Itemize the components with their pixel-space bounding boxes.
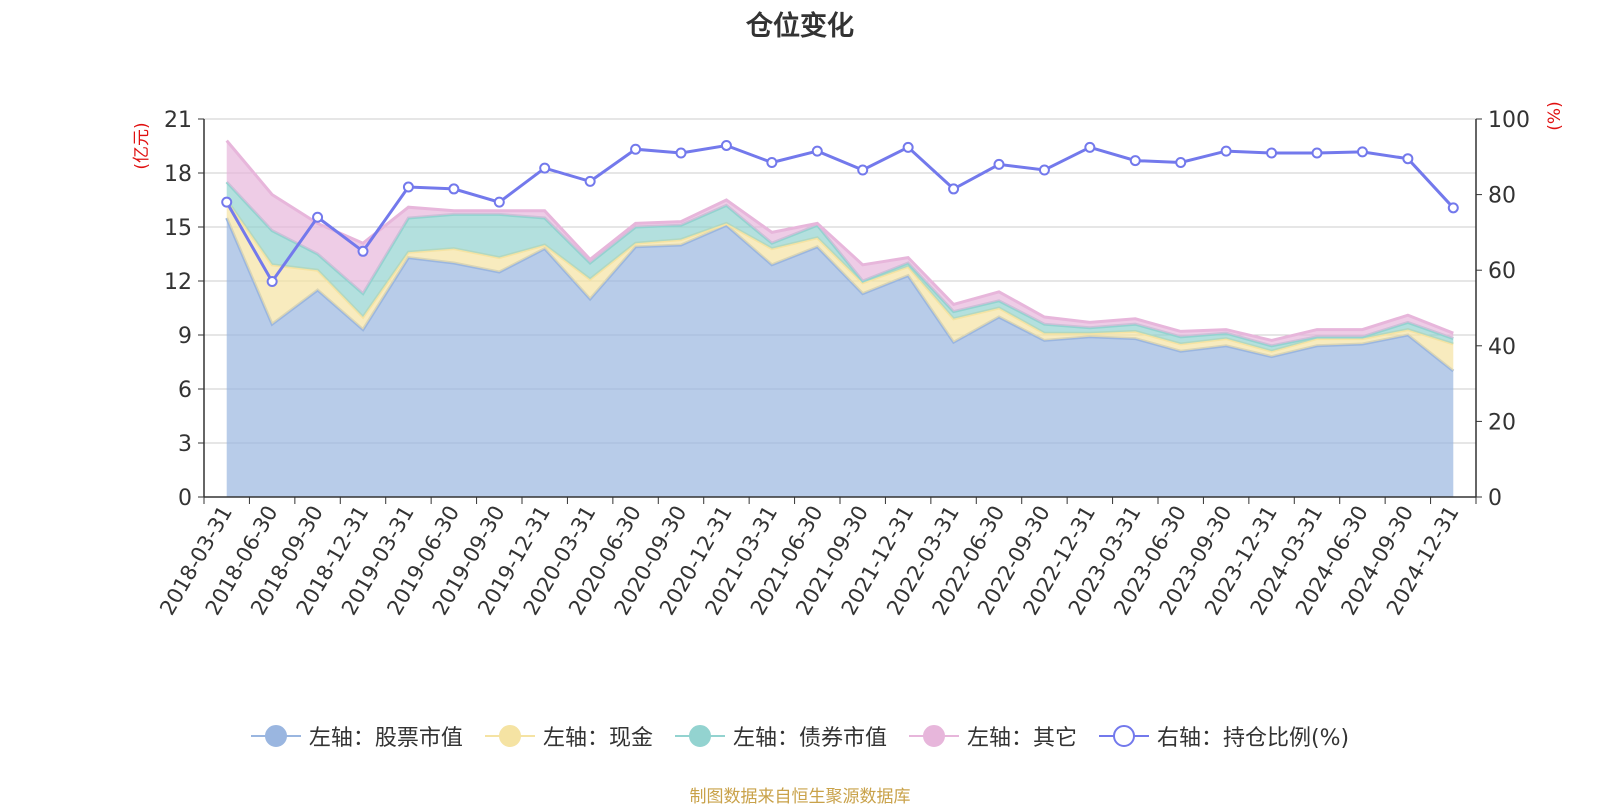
ratio-point (675, 147, 687, 159)
legend-label: 左轴：股票市值 (308, 726, 463, 751)
ratio-point (584, 175, 596, 187)
left-tick-label: 3 (178, 432, 192, 457)
left-tick-label: 15 (164, 216, 192, 241)
ratio-point (266, 276, 278, 288)
legend-item[interactable]: 右轴：持仓比例(%) (1098, 720, 1350, 752)
ratio-point (811, 145, 823, 157)
ratio-point (1447, 202, 1459, 214)
left-tick-label: 6 (178, 378, 192, 403)
ratio-point (720, 139, 732, 151)
stacked-areas (225, 139, 1455, 497)
legend-item[interactable]: 左轴：现金 (484, 720, 653, 752)
right-axis-unit: (%) (1545, 101, 1565, 130)
left-axis-unit: (亿元) (132, 122, 152, 169)
ratio-point (1038, 164, 1050, 176)
ratio-point (1129, 155, 1141, 167)
area-edge-3 (225, 139, 1454, 342)
ratio-point (312, 211, 324, 223)
ratio-line-path (225, 143, 1455, 285)
ratio-point (539, 162, 551, 174)
area-series-2 (226, 182, 1454, 352)
left-tick-label: 9 (178, 324, 192, 349)
ratio-point (1356, 146, 1368, 158)
left-tick-label: 12 (164, 270, 192, 295)
legend-marker-icon (484, 725, 535, 747)
ratio-point (948, 183, 960, 195)
legend-marker-icon (908, 725, 959, 747)
chart-area: 0369121518210204060801002018-03-312018-0… (132, 101, 1565, 619)
right-tick-label: 40 (1488, 335, 1516, 360)
area-series-0 (226, 218, 1454, 497)
ratio-point (1266, 147, 1278, 159)
left-tick-label: 21 (164, 108, 192, 133)
legend-item[interactable]: 左轴：股票市值 (250, 720, 463, 752)
legend-label: 左轴：其它 (966, 726, 1077, 751)
legend-label: 左轴：债券市值 (732, 726, 887, 751)
source-note: 制图数据来自恒生聚源数据库 (689, 787, 911, 807)
ratio-point (1402, 153, 1414, 165)
chart-title: 仓位变化 (746, 11, 854, 42)
legend-marker-icon (674, 725, 725, 747)
ratio-point (1311, 147, 1323, 159)
right-tick-label: 0 (1488, 486, 1502, 511)
legend-label: 右轴：持仓比例(%) (1156, 726, 1350, 751)
ratio-point (357, 245, 369, 257)
legend: 左轴：股票市值 左轴：现金 左轴：债券市值 左轴：其它 右轴：持仓比例(%) (0, 720, 1600, 752)
ratio-point (402, 181, 414, 193)
left-tick-label: 0 (178, 486, 192, 511)
ratio-point (1220, 145, 1232, 157)
ratio-point (766, 156, 778, 168)
ratio-point (448, 183, 460, 195)
ratio-line (221, 139, 1459, 288)
ratio-point (1084, 141, 1096, 153)
legend-marker-icon (250, 725, 301, 747)
legend-label: 左轴：现金 (542, 726, 653, 751)
right-tick-label: 80 (1488, 184, 1516, 209)
ratio-point (857, 164, 869, 176)
legend-item[interactable]: 左轴：其它 (908, 720, 1077, 752)
legend-marker-icon (1098, 725, 1149, 747)
right-tick-label: 20 (1488, 410, 1516, 435)
ratio-point (902, 141, 914, 153)
ratio-point (630, 143, 642, 155)
right-tick-label: 60 (1488, 259, 1516, 284)
ratio-point (1175, 156, 1187, 168)
left-tick-label: 18 (164, 162, 192, 187)
ratio-point (493, 196, 505, 208)
right-tick-label: 100 (1488, 108, 1530, 133)
legend-item[interactable]: 左轴：债券市值 (674, 720, 887, 752)
ratio-point (993, 158, 1005, 170)
ratio-point (221, 196, 233, 208)
